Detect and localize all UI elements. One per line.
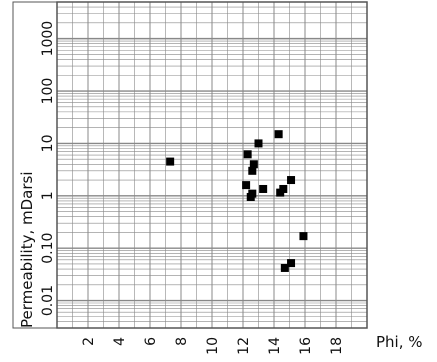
data-point [274, 130, 283, 139]
grid-layer [57, 2, 367, 328]
outer-frame [12, 1, 368, 329]
data-point [249, 160, 258, 169]
y-tick-label: 0.01 [40, 285, 56, 316]
x-tick-label: 6 [143, 337, 159, 346]
data-point [248, 166, 257, 175]
data-point [259, 184, 268, 193]
data-point [279, 184, 288, 193]
x-tick-label: 2 [81, 337, 97, 346]
x-tick-label: 14 [267, 337, 283, 355]
x-tick-label: 8 [174, 337, 190, 346]
y-axis-label: Permeability, mDarsi [18, 172, 36, 329]
data-points [166, 130, 308, 272]
data-point [287, 259, 296, 268]
x-tick-label: 18 [329, 337, 345, 355]
data-point [166, 157, 175, 166]
x-tick-label: 12 [236, 337, 252, 355]
y-tick-label: 0.10 [40, 233, 56, 264]
x-tick-label: 4 [112, 337, 128, 346]
y-tick-labels: 0.01 0.10 1 10 100 1000 [40, 21, 56, 316]
data-point [280, 263, 289, 272]
data-point [242, 181, 251, 190]
y-tick-label: 1000 [40, 21, 56, 57]
y-tick-label: 10 [40, 135, 56, 153]
y-tick-label: 100 [40, 78, 56, 105]
y-tick-label: 1 [40, 191, 56, 200]
data-point [243, 150, 252, 159]
x-axis-label: Phi, % [376, 333, 423, 351]
data-point [299, 232, 308, 241]
x-tick-labels: 2 4 6 8 10 12 14 16 18 [81, 337, 345, 355]
x-tick-label: 16 [298, 337, 314, 355]
data-point [254, 139, 263, 148]
data-point [246, 192, 255, 201]
x-tick-label: 10 [205, 337, 221, 355]
data-point [287, 176, 296, 185]
